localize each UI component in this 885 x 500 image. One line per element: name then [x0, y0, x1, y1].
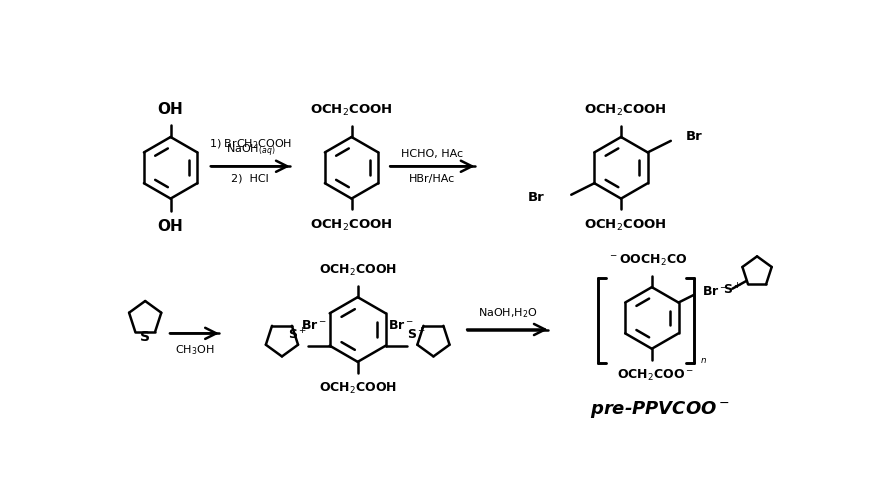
Text: OCH$_2$COOH: OCH$_2$COOH [311, 102, 393, 118]
Text: 1) BrCH$_2$COOH: 1) BrCH$_2$COOH [209, 138, 292, 151]
Text: $_n$: $_n$ [700, 353, 707, 366]
Text: NaOH,H$_2$O: NaOH,H$_2$O [478, 306, 537, 320]
Text: pre-PPVCOO$^-$: pre-PPVCOO$^-$ [589, 399, 729, 420]
Text: 2)  HCl: 2) HCl [231, 174, 269, 184]
Text: HBr/HAc: HBr/HAc [409, 174, 456, 184]
Text: HCHO, HAc: HCHO, HAc [401, 148, 464, 158]
Text: OCH$_2$COOH: OCH$_2$COOH [583, 102, 666, 118]
Text: OCH$_2$COOH: OCH$_2$COOH [319, 381, 396, 396]
Text: S$^+$: S$^+$ [723, 282, 743, 298]
Text: S$^+$: S$^+$ [406, 327, 426, 342]
Text: Br$^-$: Br$^-$ [389, 319, 414, 332]
Text: NaOH$_{(aq)}$: NaOH$_{(aq)}$ [226, 143, 275, 160]
Text: OCH$_2$COOH: OCH$_2$COOH [583, 218, 666, 233]
Text: OCH$_2$COOH: OCH$_2$COOH [319, 263, 396, 278]
Text: OCH$_2$COO$^-$: OCH$_2$COO$^-$ [617, 368, 694, 383]
Text: S$^+$: S$^+$ [289, 327, 307, 342]
Text: OH: OH [158, 102, 183, 117]
Text: Br: Br [527, 190, 544, 203]
Text: Br: Br [686, 130, 703, 143]
Text: OCH$_2$COOH: OCH$_2$COOH [311, 218, 393, 233]
Text: Br$^-$: Br$^-$ [702, 286, 727, 298]
Text: S: S [140, 330, 150, 344]
Text: CH$_3$OH: CH$_3$OH [174, 344, 214, 357]
Text: $^-$OOCH$_2$CO: $^-$OOCH$_2$CO [608, 253, 688, 268]
Text: Br$^-$: Br$^-$ [302, 319, 327, 332]
Text: OH: OH [158, 218, 183, 234]
